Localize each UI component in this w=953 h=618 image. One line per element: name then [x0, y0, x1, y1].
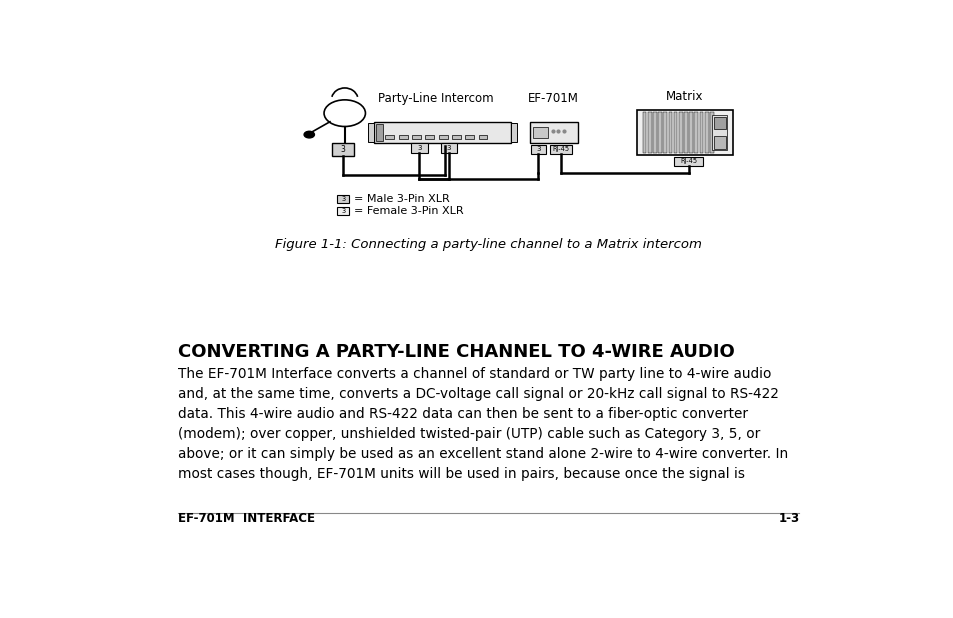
Bar [440, 143, 456, 153]
Text: Party-Line Intercom: Party-Line Intercom [377, 92, 493, 105]
Bar [425, 135, 434, 139]
Bar [713, 136, 724, 150]
Bar [647, 112, 651, 153]
Bar [637, 110, 732, 155]
Text: = Male 3-Pin XLR: = Male 3-Pin XLR [354, 194, 449, 204]
Bar [438, 135, 447, 139]
Text: EF-701M  INTERFACE: EF-701M INTERFACE [178, 512, 315, 525]
Bar [511, 123, 517, 142]
Text: 3: 3 [341, 196, 345, 202]
Text: CONVERTING A PARTY-LINE CHANNEL TO 4-WIRE AUDIO: CONVERTING A PARTY-LINE CHANNEL TO 4-WIR… [178, 343, 735, 361]
Bar [653, 112, 656, 153]
Bar [529, 122, 578, 143]
Text: Figure 1-1: Connecting a party-line channel to a Matrix intercom: Figure 1-1: Connecting a party-line chan… [275, 239, 701, 252]
Bar [668, 112, 672, 153]
Bar [337, 207, 349, 214]
Bar [375, 124, 383, 141]
Bar [374, 122, 511, 143]
Text: 1-3: 1-3 [778, 512, 799, 525]
Text: 3: 3 [341, 208, 345, 214]
Circle shape [304, 131, 314, 138]
Bar [531, 145, 545, 154]
Bar [673, 157, 702, 166]
Bar [411, 143, 427, 153]
Bar [385, 135, 394, 139]
Text: 3: 3 [340, 145, 345, 154]
Text: Matrix: Matrix [665, 90, 703, 103]
Bar [709, 112, 713, 153]
Bar [662, 112, 666, 153]
Text: 3: 3 [446, 145, 451, 151]
Bar [683, 112, 687, 153]
Text: = Female 3-Pin XLR: = Female 3-Pin XLR [354, 206, 463, 216]
Bar [699, 112, 702, 153]
Bar [337, 195, 349, 203]
Bar [412, 135, 420, 139]
Bar [533, 127, 547, 138]
Bar [679, 112, 682, 153]
Bar [368, 123, 374, 142]
Bar [712, 114, 726, 150]
Bar [332, 143, 354, 156]
Bar [465, 135, 474, 139]
Bar [398, 135, 407, 139]
Bar [478, 135, 487, 139]
Bar [642, 112, 646, 153]
Bar [550, 145, 572, 154]
Bar [658, 112, 661, 153]
Bar [673, 112, 677, 153]
Text: RJ-45: RJ-45 [552, 146, 569, 153]
Text: EF-701M: EF-701M [528, 92, 578, 105]
Text: 3: 3 [416, 145, 421, 151]
Bar [704, 112, 708, 153]
Bar [713, 117, 724, 129]
Text: 3: 3 [536, 146, 540, 153]
Bar [689, 112, 692, 153]
Text: RJ-45: RJ-45 [679, 158, 697, 164]
Text: The EF-701M Interface converts a channel of standard or TW party line to 4-wire : The EF-701M Interface converts a channel… [178, 367, 788, 481]
Bar [452, 135, 460, 139]
Bar [694, 112, 698, 153]
